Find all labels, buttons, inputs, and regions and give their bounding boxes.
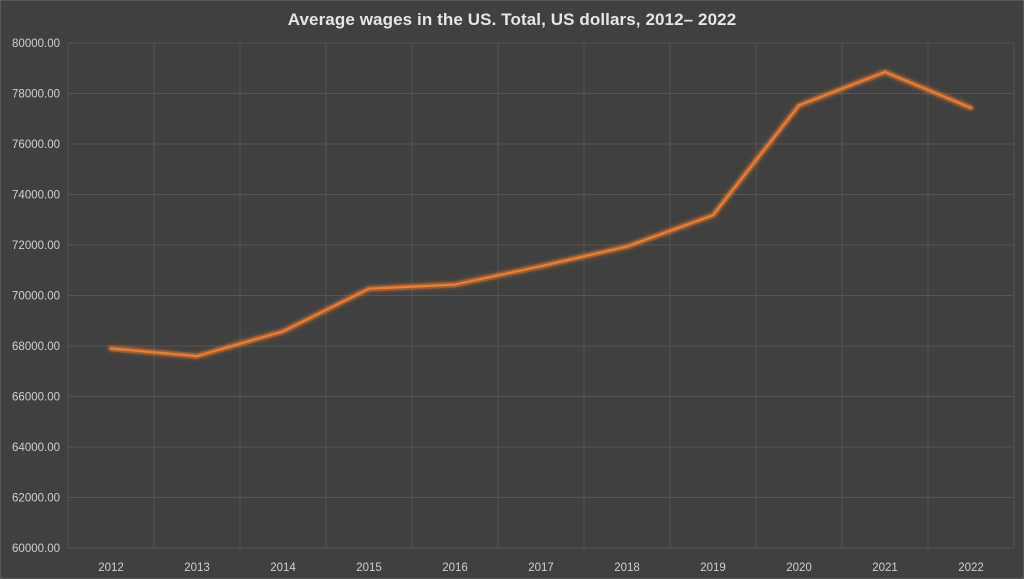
x-tick-label: 2017	[528, 562, 554, 574]
data-point	[711, 214, 715, 217]
data-point	[195, 354, 199, 358]
y-tick-label: 80000.00	[12, 38, 60, 50]
x-tick-label: 2015	[356, 562, 382, 574]
x-tick-label: 2022	[958, 562, 984, 574]
x-tick-label: 2014	[270, 562, 296, 574]
chart-title: Average wages in the US. Total, US dolla…	[287, 10, 737, 29]
y-tick-label: 78000.00	[12, 89, 60, 101]
x-tick-label: 2020	[786, 562, 812, 574]
x-tick-label: 2021	[872, 562, 898, 574]
y-tick-label: 74000.00	[12, 190, 60, 202]
x-tick-label: 2012	[98, 562, 124, 574]
series-layer	[108, 69, 974, 360]
x-tick-label: 2016	[442, 562, 468, 574]
data-point	[109, 347, 113, 350]
data-point	[281, 330, 285, 333]
y-tick-label: 76000.00	[12, 139, 60, 151]
x-tick-label: 2019	[700, 562, 726, 574]
data-point	[883, 70, 887, 74]
y-tick-label: 68000.00	[12, 341, 60, 353]
y-tick-label: 60000.00	[12, 543, 60, 555]
x-axis: 2012 2013 2014 2015 2016 2017 2018 2019 2020 2021…	[98, 562, 984, 574]
data-point	[453, 283, 457, 286]
data-point	[367, 287, 371, 290]
y-tick-label: 72000.00	[12, 240, 60, 252]
y-tick-label: 62000.00	[12, 493, 60, 505]
y-axis: 60000.00 62000.00 64000.00 66000.00 68000.00…	[12, 38, 60, 555]
data-point	[625, 245, 629, 248]
y-tick-label: 64000.00	[12, 442, 60, 454]
data-point	[969, 106, 973, 110]
data-point	[797, 104, 801, 107]
x-tick-label: 2018	[614, 562, 640, 574]
y-tick-label: 66000.00	[12, 392, 60, 404]
data-point	[539, 265, 543, 268]
y-tick-label: 70000.00	[12, 291, 60, 303]
x-tick-label: 2013	[184, 562, 210, 574]
grid-layer	[67, 42, 1015, 549]
